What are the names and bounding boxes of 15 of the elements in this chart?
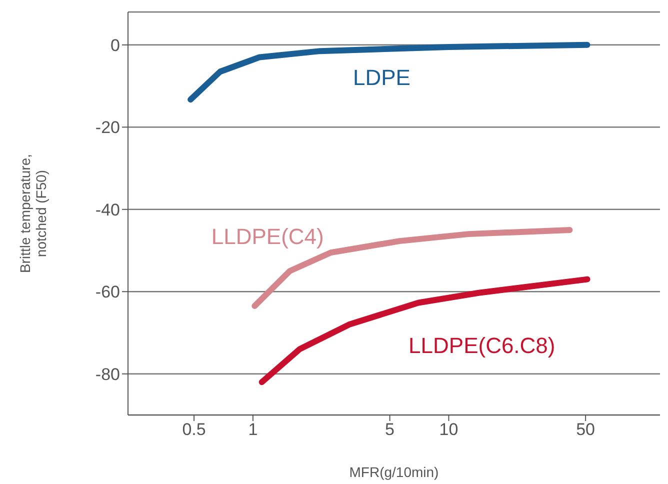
- y-axis-title: Brittle temperature, notched (F50): [17, 154, 49, 274]
- y-tick-label: -40: [95, 200, 120, 220]
- series-label: LLDPE(C6.C8): [408, 332, 556, 358]
- x-axis-title: MFR(g/10min): [349, 464, 439, 480]
- x-tick-label: 1: [248, 420, 258, 440]
- x-tick-label: 50: [576, 420, 596, 440]
- x-tick-label: 5: [385, 420, 395, 440]
- series-label: LDPE: [352, 65, 410, 90]
- y-tick-label: -20: [95, 118, 120, 138]
- y-tick-label: -60: [95, 282, 120, 302]
- y-tick-label: 0: [110, 36, 120, 55]
- y-tick-label: -80: [95, 364, 120, 384]
- x-tick-label: 10: [439, 420, 458, 440]
- series-label: LLDPE(C4): [211, 224, 324, 250]
- x-tick-label: 0.5: [182, 420, 206, 440]
